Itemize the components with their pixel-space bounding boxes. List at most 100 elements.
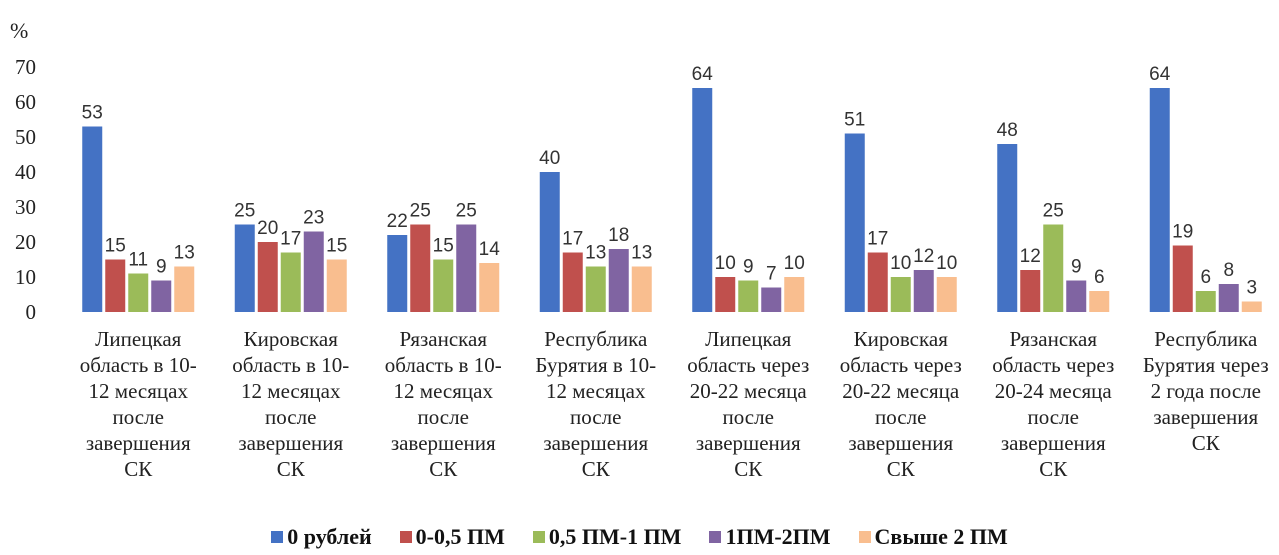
data-label: 23 (303, 208, 324, 229)
y-tick-label: 10 (15, 265, 36, 289)
data-label: 64 (692, 64, 714, 85)
y-tick-label: 70 (15, 55, 36, 79)
bar (1195, 291, 1216, 312)
bar (1241, 301, 1262, 312)
legend-swatch (399, 531, 412, 543)
bar (562, 252, 583, 312)
data-label: 17 (867, 229, 888, 250)
data-label: 10 (936, 253, 957, 274)
data-label: 19 (1172, 222, 1193, 243)
bar (539, 172, 560, 312)
bar (1043, 224, 1064, 312)
bar (761, 287, 782, 312)
data-label: 15 (326, 236, 347, 257)
y-tick-label: 40 (15, 160, 36, 184)
data-label: 20 (257, 218, 278, 239)
bar (234, 224, 255, 312)
legend-item: 0,5 ПМ-1 ПМ (532, 524, 682, 550)
data-label: 40 (539, 148, 560, 169)
legend-swatch (709, 531, 722, 543)
x-tick-label: Республика Бурятия в 10- 12 месяцах посл… (535, 327, 657, 481)
data-label: 25 (410, 201, 431, 222)
bar (1089, 291, 1110, 312)
legend-label: 0,5 ПМ-1 ПМ (548, 524, 682, 549)
bar (715, 277, 736, 312)
data-label: 14 (479, 239, 501, 260)
bar (128, 273, 149, 312)
data-label: 9 (743, 257, 754, 278)
x-tick-label: Рязанская область через 20-24 месяца пос… (992, 327, 1115, 481)
bar (387, 235, 408, 312)
data-label: 17 (562, 229, 583, 250)
bar (608, 249, 629, 312)
y-unit-label: % (10, 18, 28, 43)
y-tick-label: 30 (15, 195, 36, 219)
bar (105, 259, 126, 312)
bar (479, 263, 500, 312)
bar (844, 133, 865, 312)
data-label: 15 (433, 236, 454, 257)
legend-item: 0 рублей (271, 524, 372, 550)
bar (585, 266, 606, 312)
data-label: 25 (1043, 201, 1064, 222)
data-label: 8 (1223, 260, 1234, 281)
legend-label: 0-0,5 ПМ (415, 524, 505, 549)
data-label: 48 (997, 120, 1018, 141)
bar (997, 144, 1018, 312)
x-tick-label: Липецкая область в 10- 12 месяцах после … (79, 327, 197, 481)
bar (82, 126, 103, 312)
bar (1020, 270, 1041, 312)
data-label: 6 (1200, 267, 1211, 288)
x-tick-label: Рязанская область в 10- 12 месяцах после… (384, 327, 502, 481)
bar (890, 277, 911, 312)
bar (784, 277, 805, 312)
legend-label: Свыше 2 ПМ (874, 524, 1008, 549)
bar (410, 224, 431, 312)
data-label: 9 (156, 257, 167, 278)
bar (456, 224, 477, 312)
x-tick-label: Кировская область в 10- 12 месяцах после… (232, 327, 350, 481)
bar (1172, 245, 1193, 312)
bar (433, 259, 454, 312)
y-tick-label: 20 (15, 230, 36, 254)
legend-swatch (858, 531, 871, 543)
data-label: 25 (234, 201, 255, 222)
legend-item: 1ПМ-2ПМ (709, 524, 831, 550)
bar (867, 252, 888, 312)
data-label: 13 (631, 243, 652, 264)
bar (1066, 280, 1087, 312)
y-tick-label: 60 (15, 90, 36, 114)
data-label: 22 (387, 211, 408, 232)
data-label: 10 (890, 253, 911, 274)
bar (151, 280, 172, 312)
data-label: 64 (1149, 64, 1171, 85)
x-tick-label: Липецкая область через 20-22 месяца посл… (687, 327, 810, 481)
bar (174, 266, 195, 312)
data-label: 9 (1071, 257, 1082, 278)
bar (738, 280, 759, 312)
legend-swatch (532, 531, 545, 543)
y-tick-label: 0 (26, 300, 37, 324)
data-label: 6 (1094, 267, 1105, 288)
legend-label: 0 рублей (287, 524, 372, 549)
data-label: 3 (1246, 278, 1257, 299)
legend-item: 0-0,5 ПМ (399, 524, 505, 550)
data-label: 12 (913, 246, 934, 267)
bar (913, 270, 934, 312)
x-tick-label: Республика Бурятия через 2 года после за… (1142, 327, 1269, 455)
data-label: 13 (174, 243, 195, 264)
data-label: 51 (844, 110, 865, 131)
data-label: 18 (608, 225, 629, 246)
legend: 0 рублей 0-0,5 ПМ 0,5 ПМ-1 ПМ 1ПМ-2ПМ Свыше … (0, 524, 1279, 550)
y-tick-label: 50 (15, 125, 36, 149)
bar (1218, 284, 1239, 312)
data-label: 53 (82, 103, 103, 124)
bar (631, 266, 652, 312)
data-label: 11 (128, 250, 148, 271)
legend-label: 1ПМ-2ПМ (725, 524, 831, 549)
x-tick-label: Кировская область через 20-22 месяца пос… (839, 327, 962, 481)
data-label: 17 (280, 229, 301, 250)
data-label: 10 (784, 253, 805, 274)
data-label: 7 (766, 264, 777, 285)
